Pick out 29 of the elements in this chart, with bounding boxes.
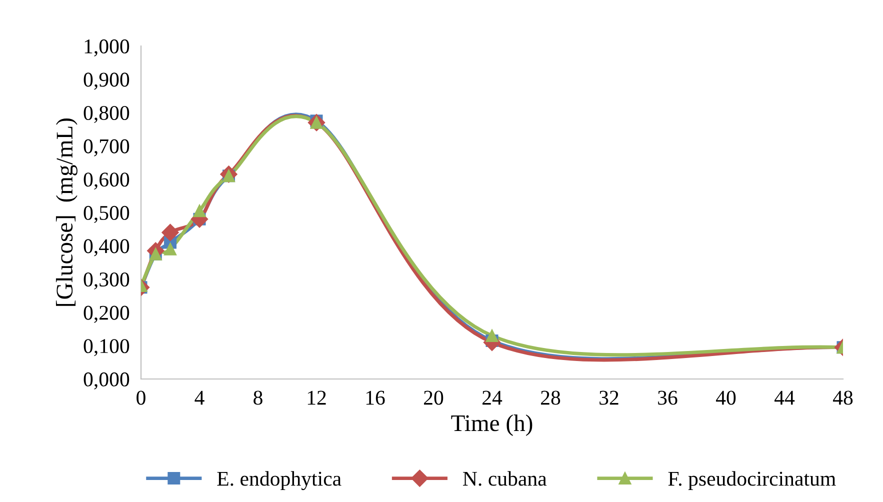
legend-label: E. endophytica — [217, 471, 342, 490]
legend-label: F. pseudocircinatum — [668, 471, 836, 490]
x-tick-label: 24 — [482, 390, 502, 405]
x-tick-label: 32 — [600, 390, 618, 405]
x-tick-label: 12 — [308, 390, 326, 405]
x-tick-label: 48 — [832, 390, 853, 405]
y-tick-label: 0,700 — [84, 139, 130, 156]
x-tick-label: 20 — [424, 390, 444, 405]
x-tick-label: 40 — [716, 390, 736, 405]
y-tick-label: 0,100 — [84, 339, 130, 356]
x-axis-title: Time (h) — [451, 414, 532, 436]
x-tick-label: 28 — [541, 390, 560, 405]
y-tick-label: 1,000 — [84, 39, 130, 56]
y-tick-label: 0,600 — [84, 172, 130, 190]
x-tick-label: 16 — [366, 390, 385, 405]
y-tick-label: 0,400 — [84, 239, 130, 256]
y-tick-label: 0,200 — [84, 306, 130, 323]
y-axis-title: [Glucose] (mg/mL) — [56, 118, 78, 306]
legend-label: N. cubana — [463, 471, 547, 486]
x-tick-label: 36 — [658, 390, 678, 405]
x-tick-label: 8 — [254, 390, 262, 405]
y-tick-label: 0,300 — [84, 272, 130, 290]
y-tick-label: 0,000 — [84, 372, 130, 390]
y-tick-label: 0,900 — [84, 72, 130, 90]
y-tick-label: 0,500 — [84, 206, 130, 223]
x-tick-label: 0 — [136, 390, 146, 405]
x-tick-label: 4 — [194, 390, 204, 405]
y-tick-label: 0,800 — [84, 106, 130, 124]
x-tick-label: 44 — [774, 390, 795, 405]
